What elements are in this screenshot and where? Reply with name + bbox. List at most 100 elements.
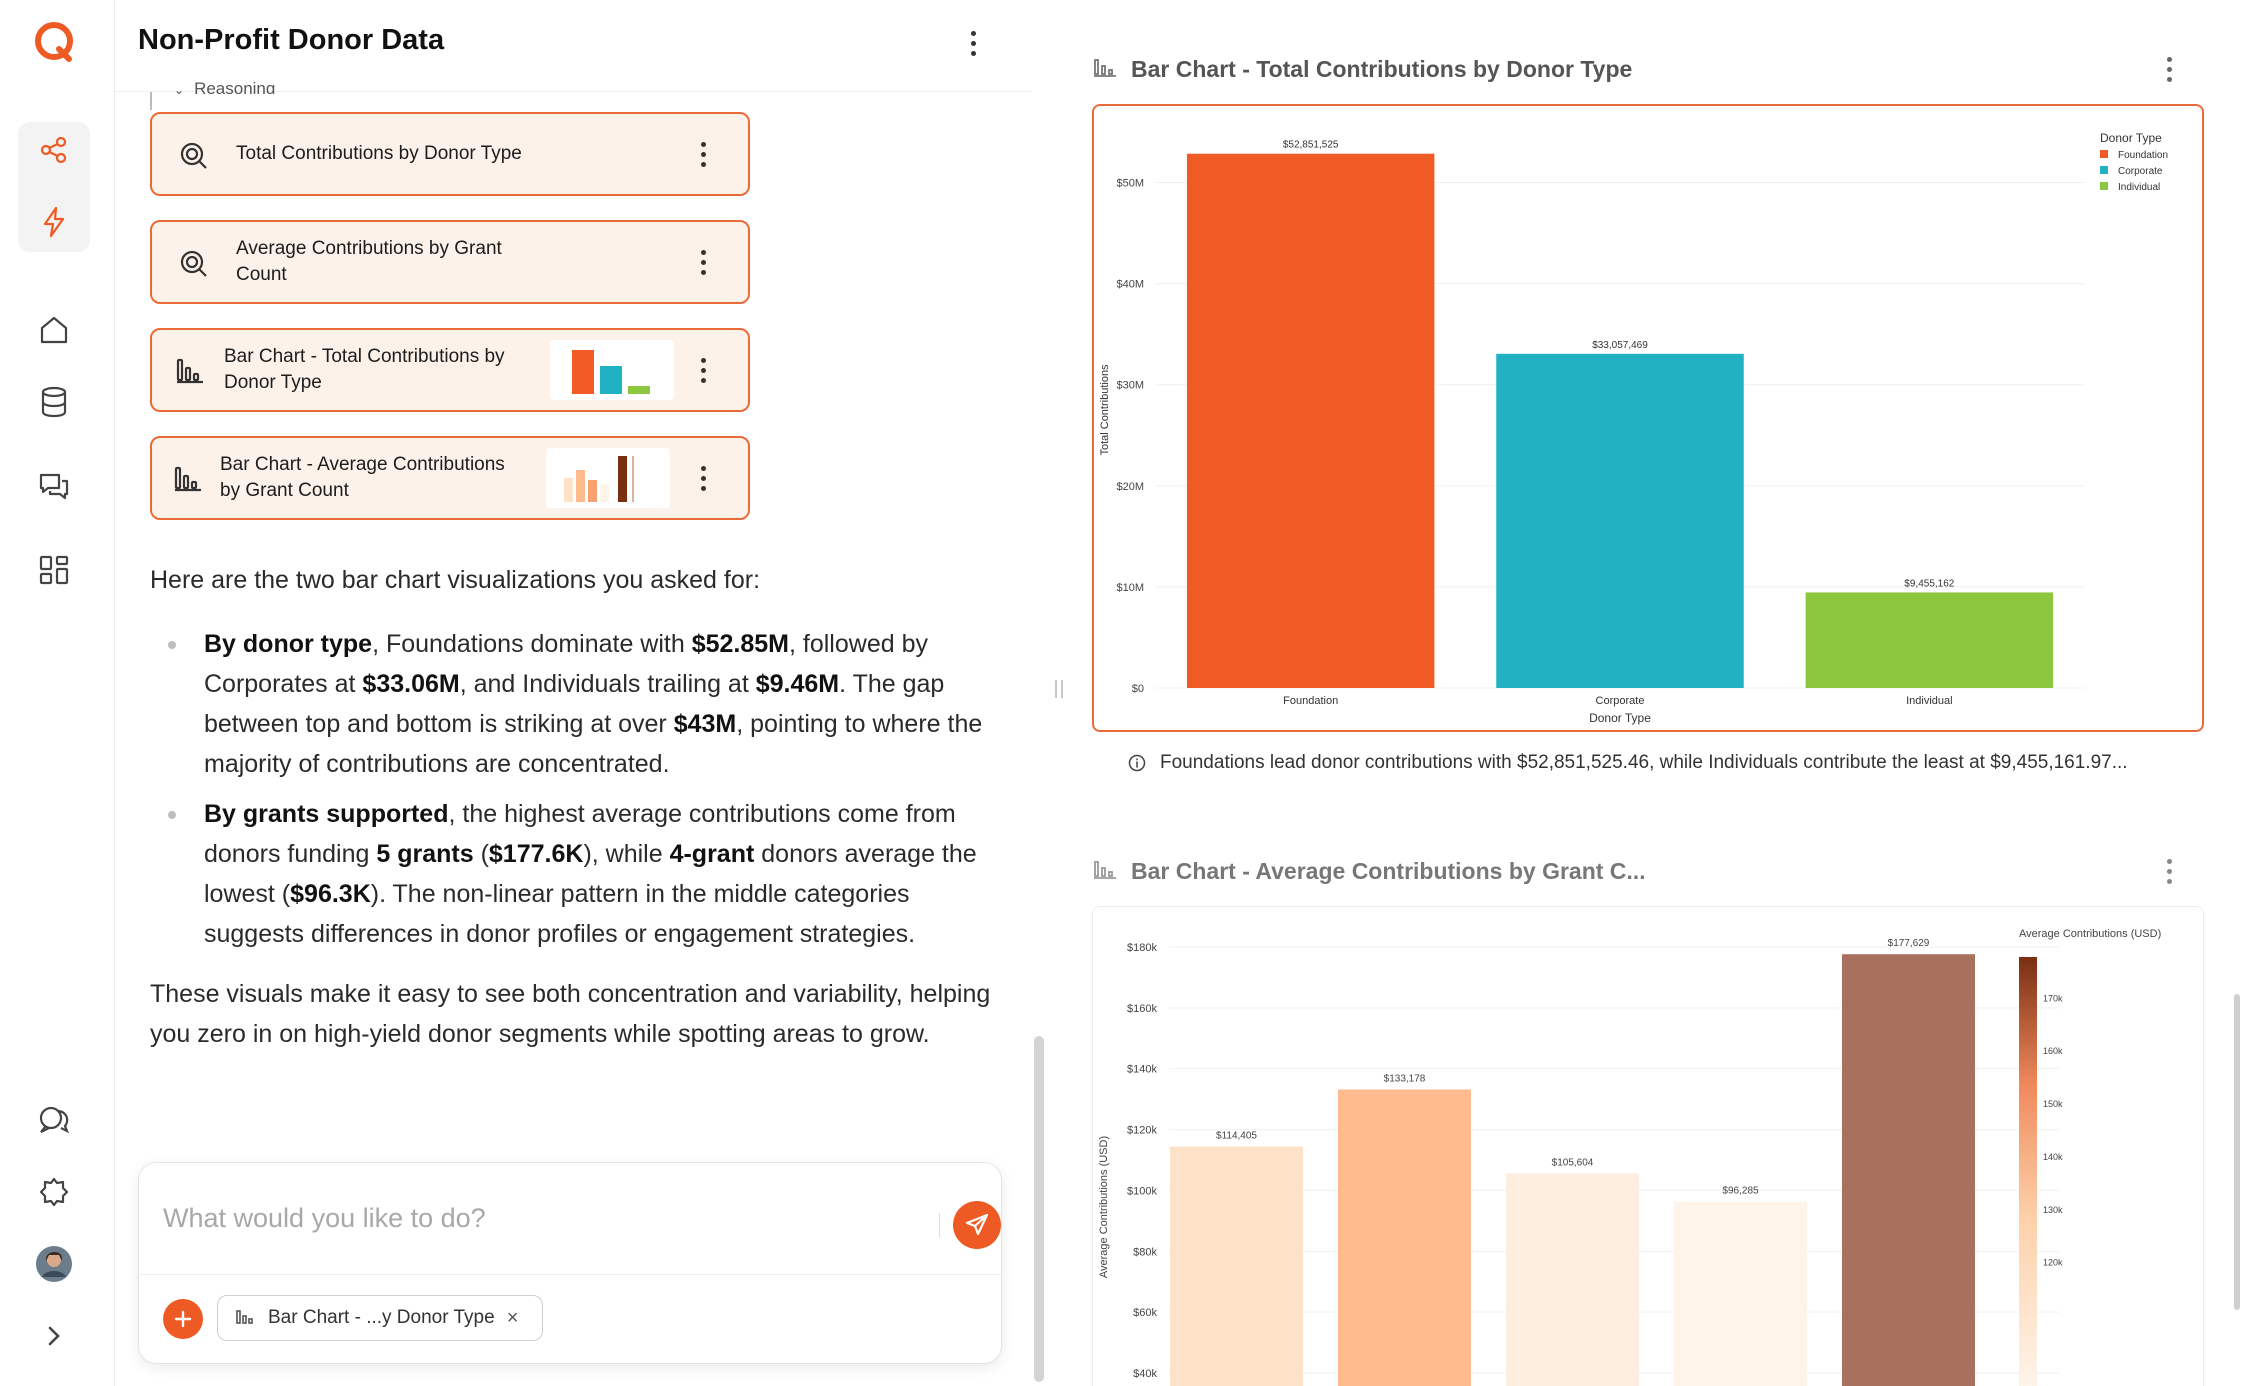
chart1-title: Bar Chart - Total Contributions by Donor… <box>1131 56 1633 82</box>
step-card[interactable]: Bar Chart - Total Contributions by Donor… <box>150 328 750 412</box>
y-tick-label: $60k <box>1133 1307 1157 1319</box>
logo-icon[interactable] <box>30 18 78 66</box>
bar-value-label: $105,604 <box>1552 1157 1594 1168</box>
y-tick-label: $10M <box>1116 582 1144 594</box>
step-card[interactable]: Average Contributions by Grant Count <box>150 220 750 304</box>
bar-value-label: $9,455,162 <box>1904 578 1954 589</box>
y-tick-label: $50M <box>1116 178 1144 190</box>
response-bullets: By donor type, Foundations dominate with… <box>150 624 1012 954</box>
colorbar-title: Average Contributions (USD) <box>2019 928 2161 940</box>
bar <box>1186 153 1435 689</box>
prompt-input[interactable] <box>139 1163 1001 1275</box>
bar-value-label: $133,178 <box>1384 1073 1426 1084</box>
legend-swatch <box>2100 150 2108 158</box>
assistant-response: Here are the two bar chart visualization… <box>150 560 1012 1078</box>
share-icon[interactable] <box>30 126 78 174</box>
reasoning-line <box>150 92 152 110</box>
chart1-menu-button[interactable] <box>2154 54 2184 84</box>
legend-swatch <box>2100 182 2108 190</box>
legend-swatch <box>2100 166 2108 174</box>
close-icon[interactable]: × <box>506 1306 519 1329</box>
composer-divider <box>939 1213 940 1237</box>
legend-label: Individual <box>2118 182 2160 193</box>
legend-title: Donor Type <box>2100 131 2162 145</box>
legend-label: Foundation <box>2118 150 2168 161</box>
bar-chart-icon <box>176 358 208 390</box>
info-icon <box>1128 754 1146 772</box>
y-tick-label: $40k <box>1133 1368 1157 1380</box>
panel-resize-handle[interactable] <box>1052 680 1066 704</box>
colorbar-tick-label: 150k <box>2043 1099 2063 1109</box>
response-bullet: By grants supported, the highest average… <box>168 794 1012 954</box>
add-context-button[interactable] <box>163 1299 203 1339</box>
step-label: Average Contributions by Grant Count <box>236 238 502 285</box>
query-icon <box>178 140 210 172</box>
step-menu-button[interactable] <box>688 355 718 385</box>
colorbar-tick-label: 120k <box>2043 1258 2063 1268</box>
chevron-down-icon: ⌄ <box>174 83 185 94</box>
nav-rail <box>0 0 115 1386</box>
expand-icon[interactable] <box>30 1312 78 1360</box>
chat-menu-button[interactable] <box>958 28 988 58</box>
step-label: Bar Chart - Total Contributions by Donor… <box>224 346 505 393</box>
x-tick-label: Foundation <box>1283 695 1338 707</box>
page-scrollbar[interactable] <box>2234 994 2240 1310</box>
reasoning-toggle[interactable]: ⌄ Reasoning <box>174 80 275 94</box>
lightning-icon[interactable] <box>30 198 78 246</box>
chat-icon[interactable] <box>30 462 78 510</box>
bar <box>1805 592 2054 688</box>
y-tick-label: $120k <box>1127 1125 1157 1137</box>
bar-value-label: $177,629 <box>1888 938 1930 949</box>
send-button[interactable] <box>953 1201 1001 1249</box>
chart1-insight: Foundations lead donor contributions wit… <box>1128 752 2188 774</box>
context-chip[interactable]: Bar Chart - ...y Donor Type × <box>217 1295 543 1341</box>
step-card[interactable]: Total Contributions by Donor Type <box>150 112 750 196</box>
step-menu-button[interactable] <box>688 463 718 493</box>
x-tick-label: Individual <box>1906 695 1952 707</box>
step-menu-button[interactable] <box>688 247 718 277</box>
step-label: Total Contributions by Donor Type <box>236 143 522 164</box>
bar <box>1842 954 1975 1386</box>
send-icon <box>965 1213 989 1236</box>
bar-value-label: $114,405 <box>1216 1131 1257 1142</box>
bar <box>1170 1146 1303 1386</box>
chart-thumbnail[interactable] <box>546 448 670 508</box>
home-icon[interactable] <box>30 306 78 354</box>
x-axis-label: Donor Type <box>1589 711 1651 725</box>
y-tick-label: $20M <box>1116 481 1144 493</box>
y-tick-label: $180k <box>1127 942 1157 954</box>
colorbar-tick-label: 140k <box>2043 1152 2063 1162</box>
step-card[interactable]: Bar Chart - Average Contributions by Gra… <box>150 436 750 520</box>
bar-chart-icon <box>236 1310 253 1324</box>
y-tick-label: $40M <box>1116 279 1144 291</box>
bar <box>1338 1089 1471 1386</box>
legend-label: Corporate <box>2118 166 2163 177</box>
bar-chart-icon <box>174 466 206 498</box>
puzzle-icon[interactable] <box>30 1168 78 1216</box>
colorbar-tick-label: 160k <box>2043 1046 2063 1056</box>
reasoning-label: Reasoning <box>194 80 276 94</box>
chart2-card[interactable]: $40k $60k $80k $100k $120k $140k $160k $180k $11… <box>1092 906 2204 1386</box>
avatar[interactable] <box>30 1240 78 1288</box>
database-icon[interactable] <box>30 378 78 426</box>
dashboard-icon[interactable] <box>30 546 78 594</box>
bar-value-label: $52,851,525 <box>1283 140 1339 151</box>
bar <box>1496 353 1744 688</box>
y-axis-label: Total Contributions <box>1099 364 1111 456</box>
comments-icon[interactable] <box>30 1096 78 1144</box>
bar-chart-icon <box>1094 860 1116 885</box>
y-tick-label: $0 <box>1132 683 1144 695</box>
chart1-header: Bar Chart - Total Contributions by Donor… <box>1094 50 2184 90</box>
colorbar <box>2019 957 2037 1386</box>
chart-thumbnail[interactable] <box>550 340 674 400</box>
chat-panel: Non-Profit Donor Data ⌄ Reasoning Total C… <box>116 0 1044 1386</box>
chat-scrollbar[interactable] <box>1034 1036 1044 1382</box>
step-menu-button[interactable] <box>688 139 718 169</box>
response-bullet: By donor type, Foundations dominate with… <box>168 624 1012 784</box>
y-tick-label: $100k <box>1127 1185 1157 1197</box>
chat-header: Non-Profit Donor Data <box>116 0 1032 92</box>
chart1-card[interactable]: $0 $10M $20M $30M $40M $50M $52,851,525 Foundat… <box>1092 104 2204 732</box>
chart2-svg: $40k $60k $80k $100k $120k $140k $160k $180k $11… <box>1098 928 2161 1386</box>
chart2-menu-button[interactable] <box>2154 856 2184 886</box>
colorbar-tick-label: 130k <box>2043 1205 2063 1215</box>
